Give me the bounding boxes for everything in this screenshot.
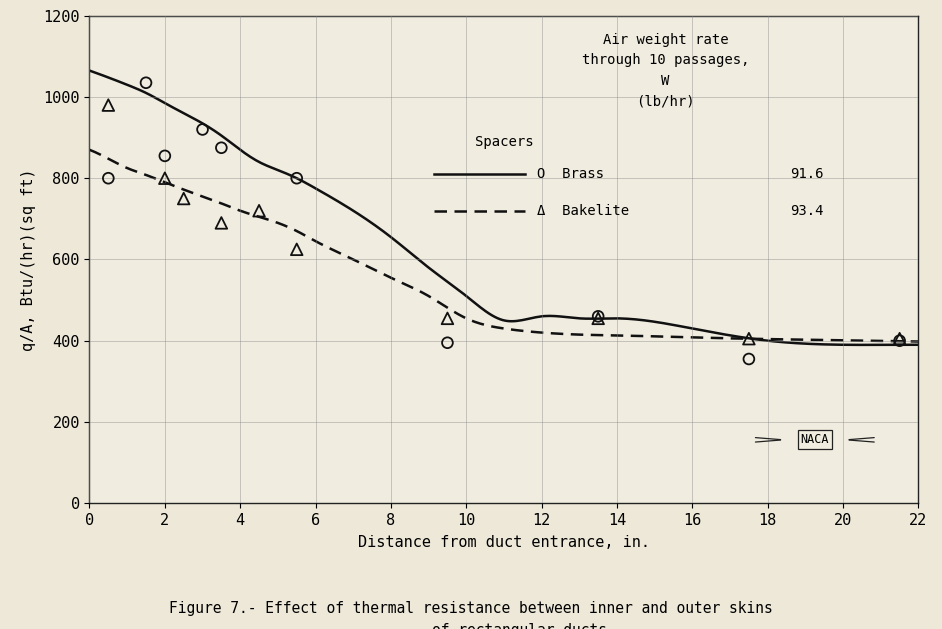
Point	[214, 218, 229, 228]
Point	[252, 206, 267, 216]
Y-axis label: q/A, Btu/(hr)(sq ft): q/A, Btu/(hr)(sq ft)	[22, 168, 37, 351]
X-axis label: Distance from duct entrance, in.: Distance from duct entrance, in.	[358, 535, 650, 550]
Point	[289, 173, 304, 183]
Point	[157, 173, 172, 183]
Point	[138, 78, 154, 88]
Point	[741, 354, 756, 364]
Point	[591, 313, 606, 323]
Point	[195, 125, 210, 135]
Point	[101, 173, 116, 183]
Point	[157, 151, 172, 161]
Text: 93.4: 93.4	[790, 204, 823, 218]
Text: O  Brass: O Brass	[537, 167, 604, 181]
Text: Figure 7.- Effect of thermal resistance between inner and outer skins
          : Figure 7.- Effect of thermal resistance …	[170, 601, 772, 629]
Text: 91.6: 91.6	[790, 167, 823, 181]
Text: Air weight rate
through 10 passages,
W
(lb/hr): Air weight rate through 10 passages, W (…	[582, 33, 750, 109]
Point	[214, 143, 229, 153]
Point	[892, 333, 907, 343]
Point	[101, 100, 116, 110]
Point	[289, 244, 304, 254]
Text: NACA: NACA	[801, 433, 829, 447]
Point	[440, 313, 455, 323]
Point	[892, 336, 907, 346]
Point	[176, 194, 191, 204]
Text: Spacers: Spacers	[475, 135, 533, 149]
Point	[440, 338, 455, 348]
Text: Δ  Bakelite: Δ Bakelite	[537, 204, 629, 218]
Point	[591, 311, 606, 321]
Point	[741, 333, 756, 343]
